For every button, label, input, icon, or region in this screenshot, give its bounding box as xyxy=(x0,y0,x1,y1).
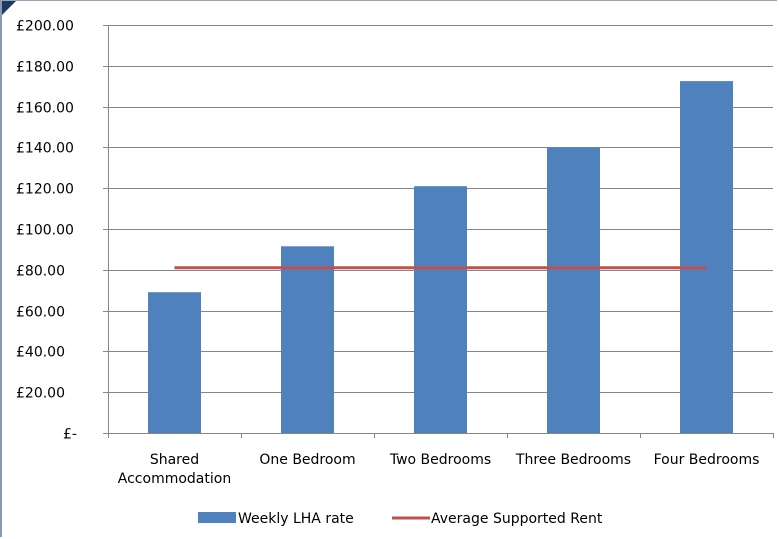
y-tick-label: £- xyxy=(63,427,77,443)
y-tick-label: £120.00 xyxy=(16,182,74,198)
legend-label: Average Supported Rent xyxy=(431,511,603,527)
x-tick-label: Accommodation xyxy=(118,471,231,487)
bar xyxy=(281,246,334,433)
x-tick-label: Two Bedrooms xyxy=(389,452,491,468)
bar xyxy=(680,81,733,433)
y-tick-label: £140.00 xyxy=(16,141,74,157)
legend-swatch-bar xyxy=(198,512,236,523)
corner-mark xyxy=(2,1,16,15)
x-tick-label: Shared xyxy=(150,452,199,468)
bar xyxy=(414,186,467,433)
bar xyxy=(148,292,201,433)
y-tick-label: £160.00 xyxy=(16,101,74,117)
x-tick-label: Four Bedrooms xyxy=(654,452,760,468)
y-tick-label: £20.00 xyxy=(16,386,65,402)
y-tick-label: £60.00 xyxy=(16,305,65,321)
y-tick-label: £100.00 xyxy=(16,223,74,239)
y-tick-label: £200.00 xyxy=(16,19,74,35)
legend-label: Weekly LHA rate xyxy=(238,511,354,527)
bar xyxy=(547,147,600,433)
x-tick-label: One Bedroom xyxy=(259,452,355,468)
y-tick-label: £180.00 xyxy=(16,60,74,76)
y-tick-label: £40.00 xyxy=(16,345,65,361)
y-tick-label: £80.00 xyxy=(16,264,65,280)
x-tick-label: Three Bedrooms xyxy=(515,452,631,468)
